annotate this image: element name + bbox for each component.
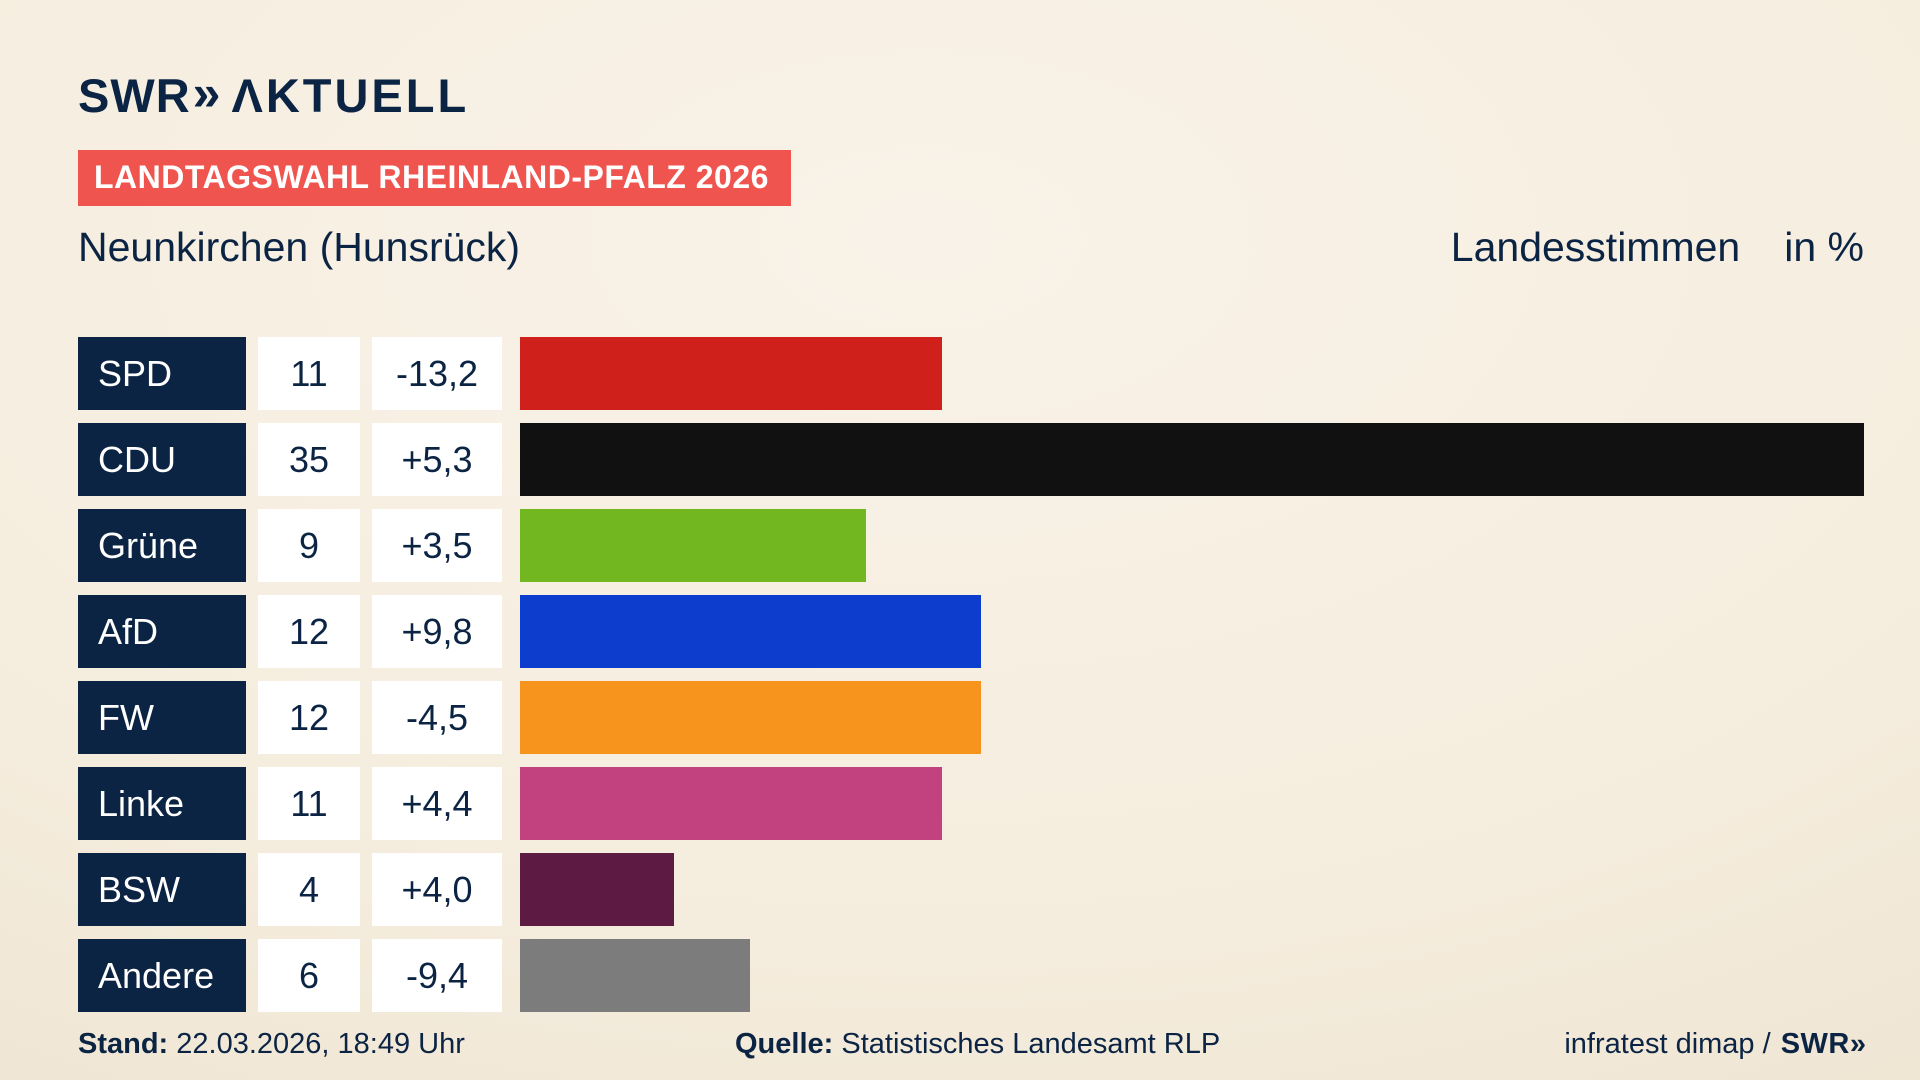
party-name-box: CDU (78, 423, 246, 496)
party-change-box: -9,4 (372, 939, 502, 1012)
stand-timestamp: Stand: 22.03.2026, 18:49 Uhr (78, 1028, 465, 1061)
measure-wrap: Landesstimmen in % (1451, 224, 1864, 271)
party-row: FW 12 -4,5 (78, 681, 1864, 754)
party-bar (520, 423, 1864, 496)
party-value-box: 35 (258, 423, 360, 496)
bar-track (520, 681, 1864, 754)
party-row: CDU 35 +5,3 (78, 423, 1864, 496)
party-value-box: 12 (258, 681, 360, 754)
bar-track (520, 939, 1864, 1012)
party-value: 12 (288, 696, 330, 738)
party-bar (520, 853, 674, 926)
party-name: Linke (98, 782, 185, 824)
party-value-box: 11 (258, 767, 360, 840)
party-value: 6 (298, 954, 320, 996)
party-value-box: 4 (258, 853, 360, 926)
chevrons-icon: » (1849, 1028, 1866, 1060)
party-change-box: +9,8 (372, 595, 502, 668)
party-name: CDU (98, 438, 176, 480)
party-name: Grüne (98, 524, 199, 566)
bar-track (520, 767, 1864, 840)
party-name-box: Linke (78, 767, 246, 840)
party-change: +4,0 (401, 868, 473, 910)
swr-aktuell-logo: SWR » ΛKTUELL (78, 64, 469, 126)
party-row: AfD 12 +9,8 (78, 595, 1864, 668)
party-change: -13,2 (395, 352, 479, 394)
party-bar (520, 509, 866, 582)
chevrons-icon: » (192, 65, 221, 121)
party-change: -9,4 (405, 954, 469, 996)
aktuell-logo-text: ΛKTUELL (231, 68, 470, 122)
party-change: +5,3 (401, 438, 473, 480)
party-value: 4 (298, 868, 320, 910)
party-row: Linke 11 +4,4 (78, 767, 1864, 840)
agency-credit: infratest dimap / SWR» (1564, 1028, 1866, 1061)
bar-track (520, 853, 1864, 926)
quelle-value: Statistisches Landesamt RLP (841, 1028, 1221, 1060)
bar-track (520, 423, 1864, 496)
swr-logo-text: SWR (78, 68, 191, 122)
bar-track (520, 595, 1864, 668)
party-change-box: +3,5 (372, 509, 502, 582)
bar-track (520, 509, 1864, 582)
stand-value: 22.03.2026, 18:49 Uhr (176, 1028, 465, 1060)
party-row: Andere 6 -9,4 (78, 939, 1864, 1012)
party-row: SPD 11 -13,2 (78, 337, 1864, 410)
party-name: Andere (98, 954, 215, 996)
party-change: -4,5 (405, 696, 469, 738)
party-value-box: 12 (258, 595, 360, 668)
party-name: FW (98, 696, 154, 738)
party-name-box: Andere (78, 939, 246, 1012)
party-change-box: -13,2 (372, 337, 502, 410)
party-value-box: 6 (258, 939, 360, 1012)
party-value: 11 (290, 782, 328, 824)
party-name-box: BSW (78, 853, 246, 926)
party-value-box: 11 (258, 337, 360, 410)
title-row: Neunkirchen (Hunsrück) Landesstimmen in … (78, 224, 1864, 271)
swr-footer-logo: SWR» (1780, 1028, 1866, 1060)
party-value: 35 (288, 438, 330, 480)
stand-label: Stand: (78, 1028, 169, 1060)
party-row: BSW 4 +4,0 (78, 853, 1864, 926)
party-change-box: +4,4 (372, 767, 502, 840)
party-bar (520, 337, 943, 410)
party-row: Grüne 9 +3,5 (78, 509, 1864, 582)
party-change-box: -4,5 (372, 681, 502, 754)
quelle-label: Quelle: (735, 1028, 834, 1060)
party-name: BSW (98, 868, 181, 910)
footer: Stand: 22.03.2026, 18:49 Uhr Quelle: Sta… (78, 1028, 1866, 1061)
party-name-box: SPD (78, 337, 246, 410)
party-change-box: +5,3 (372, 423, 502, 496)
bar-track (520, 337, 1864, 410)
party-value: 12 (288, 610, 330, 652)
party-value: 11 (290, 352, 328, 394)
bar-chart: SPD 11 -13,2 CDU 35 +5,3 (78, 337, 1864, 1012)
party-change: +9,8 (401, 610, 473, 652)
party-name-box: Grüne (78, 509, 246, 582)
party-change-box: +4,0 (372, 853, 502, 926)
party-name-box: AfD (78, 595, 246, 668)
agency-name: infratest dimap / (1564, 1028, 1771, 1060)
party-value-box: 9 (258, 509, 360, 582)
party-value: 9 (298, 524, 320, 566)
party-name: SPD (98, 352, 173, 394)
party-bar (520, 595, 981, 668)
page-title: Neunkirchen (Hunsrück) (78, 224, 521, 270)
party-bar (520, 939, 751, 1012)
party-bar (520, 681, 981, 754)
party-name-box: FW (78, 681, 246, 754)
measure-label: Landesstimmen (1450, 224, 1741, 270)
source-credit: Quelle: Statistisches Landesamt RLP (735, 1028, 1220, 1061)
election-badge: LANDTAGSWAHL RHEINLAND-PFALZ 2026 (78, 150, 791, 206)
party-change: +4,4 (401, 782, 473, 824)
party-change: +3,5 (401, 524, 473, 566)
party-bar (520, 767, 943, 840)
party-name: AfD (98, 610, 159, 652)
unit-label: in % (1784, 224, 1864, 270)
